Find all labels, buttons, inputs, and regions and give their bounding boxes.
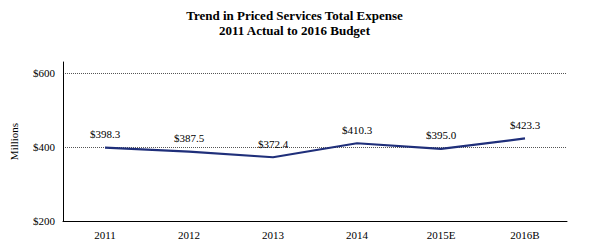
svg-text:2011 Actual to 2016 Budget: 2011 Actual to 2016 Budget xyxy=(219,23,371,38)
svg-text:Millions: Millions xyxy=(8,123,20,160)
svg-text:$395.0: $395.0 xyxy=(426,129,457,141)
svg-text:2014: 2014 xyxy=(346,229,369,241)
svg-text:2012: 2012 xyxy=(178,229,200,241)
svg-text:$200: $200 xyxy=(33,215,56,227)
svg-text:$600: $600 xyxy=(33,67,56,79)
svg-text:$372.4: $372.4 xyxy=(258,138,289,150)
svg-text:$400: $400 xyxy=(33,141,56,153)
svg-text:2011: 2011 xyxy=(94,229,116,241)
svg-text:Trend in Priced Services Total: Trend in Priced Services Total Expense xyxy=(186,8,403,23)
svg-text:$387.5: $387.5 xyxy=(174,132,205,144)
svg-text:$398.3: $398.3 xyxy=(90,128,121,140)
svg-text:2013: 2013 xyxy=(262,229,285,241)
svg-text:$423.3: $423.3 xyxy=(510,119,541,131)
svg-text:2015E: 2015E xyxy=(427,229,456,241)
svg-text:$410.3: $410.3 xyxy=(342,124,373,136)
svg-text:2016B: 2016B xyxy=(510,229,539,241)
